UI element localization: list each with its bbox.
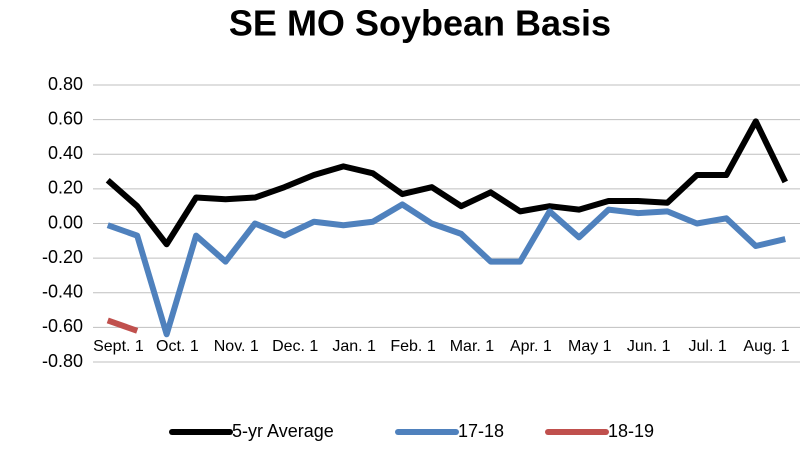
x-tick-label: Apr. 1 xyxy=(510,338,552,355)
x-tick-label: Nov. 1 xyxy=(214,338,259,355)
x-tick-label: May 1 xyxy=(568,338,612,355)
y-tick-label: -0.20 xyxy=(42,247,83,267)
series-line xyxy=(105,118,788,248)
chart-title: SE MO Soybean Basis xyxy=(229,3,611,44)
y-tick-label: 0.60 xyxy=(48,108,83,128)
legend-label: 18-19 xyxy=(608,421,654,441)
x-tick-label: Oct. 1 xyxy=(156,338,199,355)
y-tick-label: 0.80 xyxy=(48,74,83,94)
y-tick-label: 0.20 xyxy=(48,178,83,198)
x-tick-label: Sept. 1 xyxy=(93,338,144,355)
x-tick-label: Aug. 1 xyxy=(743,338,789,355)
x-tick-label: Feb. 1 xyxy=(390,338,435,355)
y-tick-label: 0.00 xyxy=(48,212,83,232)
y-tick-label: -0.60 xyxy=(42,316,83,336)
x-tick-label: Jun. 1 xyxy=(627,338,671,355)
y-tick-label: -0.80 xyxy=(42,351,83,371)
x-tick-label: Mar. 1 xyxy=(450,338,495,355)
legend-label: 17-18 xyxy=(458,421,504,441)
x-tick-label: Jul. 1 xyxy=(689,338,727,355)
y-tick-label: 0.40 xyxy=(48,143,83,163)
legend-label: 5-yr Average xyxy=(232,421,334,441)
series-line xyxy=(106,317,139,334)
y-tick-label: -0.40 xyxy=(42,282,83,302)
x-tick-label: Jan. 1 xyxy=(332,338,376,355)
x-tick-label: Dec. 1 xyxy=(272,338,318,355)
series-line xyxy=(106,201,786,338)
